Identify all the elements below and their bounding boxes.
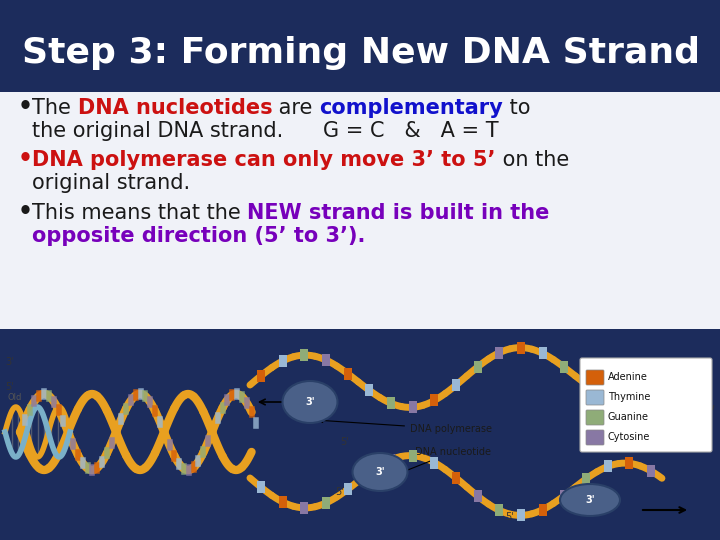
Text: 5': 5'	[505, 512, 514, 522]
Bar	[474, 490, 482, 502]
Bar	[300, 349, 308, 361]
Bar	[495, 504, 503, 516]
Bar	[409, 401, 417, 413]
Bar	[431, 456, 438, 469]
Bar	[365, 384, 373, 396]
Text: NEW strand is built in the: NEW strand is built in the	[248, 203, 550, 223]
FancyBboxPatch shape	[586, 370, 604, 385]
Bar	[387, 454, 395, 465]
Bar	[647, 465, 655, 477]
Bar	[604, 461, 612, 472]
Bar	[257, 370, 265, 382]
Bar	[560, 361, 568, 374]
FancyBboxPatch shape	[586, 390, 604, 405]
Text: 3': 3'	[5, 357, 14, 367]
Text: the original DNA strand.      G = C   &   A = T: the original DNA strand. G = C & A = T	[32, 121, 499, 141]
Text: Old: Old	[8, 393, 22, 402]
Bar	[343, 483, 351, 495]
Text: DNA nucleotides: DNA nucleotides	[78, 98, 272, 118]
Bar	[300, 502, 308, 514]
Bar	[517, 509, 525, 522]
Text: are: are	[272, 98, 319, 118]
Text: 3': 3'	[685, 362, 693, 372]
Bar	[539, 504, 546, 516]
Ellipse shape	[353, 453, 408, 491]
Text: Step 3: Forming New DNA Strand: Step 3: Forming New DNA Strand	[22, 36, 700, 70]
Bar	[604, 390, 612, 402]
Bar	[474, 361, 482, 373]
Text: DNA polymerase can only move 3’ to 5’: DNA polymerase can only move 3’ to 5’	[32, 150, 495, 170]
Text: original strand.: original strand.	[32, 173, 190, 193]
Bar	[431, 394, 438, 407]
Bar	[322, 497, 330, 509]
Bar	[279, 496, 287, 508]
Bar	[452, 472, 460, 484]
Text: 3': 3'	[585, 495, 595, 505]
Bar	[279, 355, 287, 367]
Text: •: •	[18, 200, 33, 224]
Text: Cytosine: Cytosine	[608, 432, 650, 442]
Text: opposite direction (5’ to 3’).: opposite direction (5’ to 3’).	[32, 226, 365, 246]
Bar	[626, 457, 634, 469]
Ellipse shape	[282, 381, 338, 423]
FancyBboxPatch shape	[580, 358, 712, 452]
Text: •: •	[18, 95, 33, 119]
Bar	[409, 450, 417, 462]
Text: 5': 5'	[335, 487, 343, 497]
Bar	[343, 368, 351, 380]
Bar	[365, 467, 373, 479]
Bar	[452, 379, 460, 391]
Bar	[387, 397, 395, 409]
Text: on the: on the	[495, 150, 569, 170]
Text: 3': 3'	[375, 467, 384, 477]
Text: •: •	[18, 147, 33, 171]
Text: DNA nucleotide: DNA nucleotide	[374, 447, 491, 484]
Ellipse shape	[560, 484, 620, 516]
Bar	[560, 490, 568, 502]
Text: Old: Old	[695, 381, 711, 390]
Bar	[495, 347, 503, 359]
Bar	[626, 394, 634, 406]
Bar	[539, 347, 546, 359]
Text: The: The	[32, 98, 78, 118]
Text: 5': 5'	[5, 382, 14, 392]
Bar	[582, 378, 590, 390]
Text: 3': 3'	[305, 397, 315, 407]
Bar	[582, 473, 590, 485]
FancyBboxPatch shape	[586, 410, 604, 425]
FancyBboxPatch shape	[586, 430, 604, 445]
Bar	[257, 481, 265, 493]
Text: This means that the: This means that the	[32, 203, 248, 223]
Bar	[647, 386, 655, 398]
Text: New: New	[695, 403, 715, 412]
Text: Adenine: Adenine	[608, 372, 648, 382]
Text: DNA polymerase: DNA polymerase	[319, 418, 492, 434]
Text: complementary: complementary	[319, 98, 503, 118]
Bar	[517, 342, 525, 354]
Text: Guanine: Guanine	[608, 412, 649, 422]
Text: 5': 5'	[340, 437, 348, 447]
Bar	[322, 354, 330, 366]
Text: to: to	[503, 98, 531, 118]
Text: Thymine: Thymine	[608, 392, 650, 402]
Text: 5': 5'	[685, 420, 694, 430]
